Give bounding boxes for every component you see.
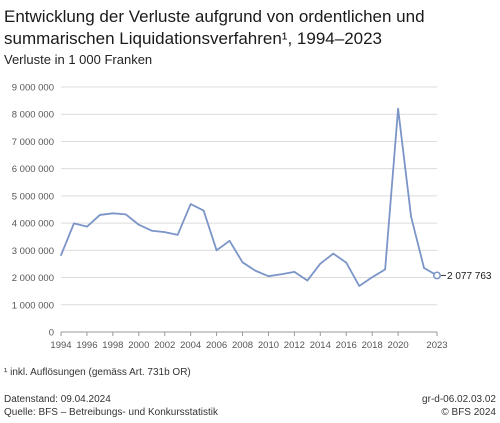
x-tick-label: 2008 [232, 340, 253, 351]
x-tick-label: 2018 [362, 340, 383, 351]
data-point [280, 273, 283, 276]
gridlines [61, 86, 437, 333]
chart-code: gr-d-06.02.03.02 [422, 394, 496, 405]
x-tick-label: 1994 [50, 340, 71, 351]
data-point [99, 214, 101, 216]
x-tick-label: 2016 [336, 340, 357, 351]
data-point [73, 222, 75, 225]
x-tick-label: 2006 [206, 340, 227, 351]
chart-subtitle: Verluste in 1 000 Franken [4, 52, 153, 67]
y-tick-label: 4 000 000 [12, 219, 54, 230]
y-tick-label: 5 000 000 [12, 191, 54, 202]
y-tick-label: 2 000 000 [12, 273, 54, 284]
data-point [410, 215, 412, 218]
data-status: Datenstand: 09.04.2024 [4, 394, 111, 405]
data-point [332, 252, 335, 255]
x-tick-label: 2000 [128, 340, 149, 351]
y-axis-tick-labels: 0 1 000 000 2 000 000 3 000 000 4 000 000 5 0… [12, 83, 54, 339]
source-text: Quelle: BFS – Betreibungs- und Konkursst… [4, 407, 218, 418]
data-point [293, 271, 296, 273]
data-point [306, 279, 309, 282]
chart-title-line-2: summarischen Liquidationsverfahren¹, 199… [4, 29, 383, 48]
y-tick-label: 3 000 000 [12, 246, 54, 257]
x-tick-label: 2020 [388, 340, 409, 351]
data-point [358, 285, 361, 287]
y-tick-label: 7 000 000 [12, 137, 54, 148]
source-block: Datenstand: 09.04.2024 Quelle: BFS – Bet… [4, 393, 218, 419]
data-point [345, 261, 348, 264]
series-line [60, 107, 438, 287]
data-point [397, 107, 399, 110]
last-value-label: 2 077 763 [447, 271, 492, 282]
x-tick-label: 2010 [258, 340, 279, 351]
data-point [189, 203, 192, 205]
x-axis-tick-labels: 1994 1996 1998 2000 2002 2004 2006 2008 2010 2012… [50, 332, 448, 351]
data-point [423, 267, 425, 269]
data-point [215, 249, 218, 252]
data-point [202, 209, 205, 212]
series-group [60, 107, 438, 287]
x-tick-label: 2002 [154, 340, 175, 351]
annotation-group: 2 077 763 [433, 271, 492, 282]
data-point [125, 213, 127, 216]
data-point [254, 269, 257, 272]
chart-code-block: gr-d-06.02.03.02 © BFS 2024 [422, 393, 496, 419]
data-point [228, 240, 231, 242]
x-tick-label: 1996 [76, 340, 97, 351]
y-tick-label: 1 000 000 [12, 300, 54, 311]
x-tick-label: 2014 [310, 340, 331, 351]
chart-title: Entwicklung der Verluste aufgrund von or… [4, 6, 494, 50]
x-tick-label: 2023 [426, 340, 447, 351]
y-tick-label: 9 000 000 [12, 83, 54, 94]
footnote: ¹ inkl. Auflösungen (gemäss Art. 731b OR… [4, 367, 191, 378]
data-point [60, 254, 62, 257]
x-tick-label: 2004 [180, 340, 201, 351]
data-point [319, 262, 322, 265]
x-tick-label: 1998 [102, 340, 123, 351]
data-point [176, 234, 179, 236]
y-tick-label: 0 [49, 328, 54, 339]
copyright: © BFS 2024 [441, 407, 496, 418]
chart-title-line-1: Entwicklung der Verluste aufgrund von or… [4, 7, 425, 26]
y-tick-label: 8 000 000 [12, 110, 54, 121]
data-point [241, 261, 244, 264]
y-tick-label: 6 000 000 [12, 164, 54, 175]
data-point [371, 276, 373, 279]
data-point [267, 275, 270, 277]
data-point [150, 229, 153, 232]
x-tick-label: 2012 [284, 340, 305, 351]
last-value-marker [433, 271, 441, 280]
data-point [137, 223, 140, 226]
data-point [86, 225, 88, 228]
data-point [163, 231, 166, 233]
data-point [112, 212, 114, 215]
data-point [384, 268, 386, 271]
